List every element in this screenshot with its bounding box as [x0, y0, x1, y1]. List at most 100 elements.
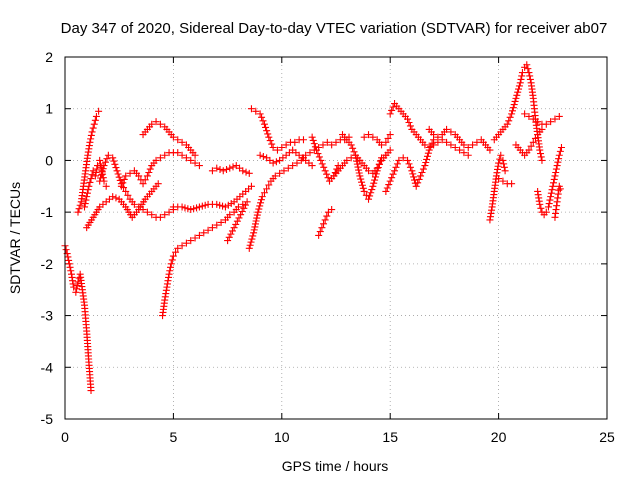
- data-point: [399, 154, 407, 162]
- data-point: [497, 151, 505, 159]
- data-point: [208, 224, 216, 232]
- data-point: [553, 162, 561, 170]
- series-sat-c: [81, 156, 110, 211]
- data-point: [557, 144, 565, 151]
- data-point: [500, 163, 508, 171]
- data-point: [187, 237, 195, 245]
- data-point: [245, 244, 253, 252]
- x-tick-label: 5: [170, 429, 178, 445]
- data-point: [89, 167, 97, 175]
- data-point: [293, 159, 301, 167]
- data-point: [382, 187, 390, 195]
- data-point: [86, 178, 94, 186]
- series-sat-h: [159, 200, 247, 320]
- data-point: [451, 144, 459, 151]
- data-point: [551, 115, 559, 123]
- data-point: [227, 200, 235, 208]
- data-point: [537, 150, 545, 158]
- data-point: [501, 167, 509, 175]
- data-point: [537, 204, 545, 212]
- data-point: [447, 128, 455, 136]
- data-point: [318, 224, 326, 232]
- data-point: [102, 182, 110, 190]
- data-point: [510, 101, 518, 109]
- data-point: [268, 140, 276, 148]
- data-point: [100, 162, 108, 170]
- data-point: [354, 163, 362, 171]
- data-point: [376, 157, 384, 165]
- data-point: [386, 131, 394, 139]
- data-point: [98, 168, 106, 176]
- data-point: [226, 211, 234, 219]
- data-point: [359, 184, 367, 192]
- data-point: [126, 169, 134, 177]
- data-point: [388, 106, 396, 114]
- data-point: [443, 138, 451, 146]
- data-point: [514, 88, 522, 96]
- data-point: [165, 270, 173, 278]
- data-point: [406, 163, 414, 171]
- y-tick-label: -1: [41, 204, 54, 220]
- data-point: [195, 162, 203, 170]
- data-point: [101, 158, 109, 166]
- data-point: [74, 278, 82, 286]
- data-point: [443, 125, 451, 133]
- data-point: [371, 173, 379, 181]
- data-point: [174, 136, 182, 144]
- data-point: [317, 156, 325, 164]
- data-point: [65, 260, 73, 268]
- data-point: [378, 141, 386, 149]
- data-point: [508, 180, 516, 188]
- data-point: [393, 160, 401, 168]
- data-point: [232, 220, 240, 228]
- data-point: [499, 156, 507, 164]
- data-point: [257, 196, 265, 204]
- data-point: [495, 175, 503, 183]
- data-point: [538, 156, 546, 164]
- data-point: [525, 146, 533, 154]
- data-point: [323, 138, 331, 146]
- data-point: [91, 172, 99, 180]
- data-point: [166, 267, 174, 275]
- data-point: [343, 156, 351, 164]
- data-point: [310, 140, 318, 148]
- data-point: [423, 155, 431, 163]
- data-point: [251, 223, 259, 231]
- data-point: [146, 165, 154, 173]
- data-point: [369, 182, 377, 190]
- data-point: [496, 155, 504, 163]
- data-point: [216, 201, 224, 209]
- data-point: [428, 139, 436, 147]
- data-point: [165, 208, 173, 216]
- data-point: [552, 165, 560, 173]
- data-point: [278, 144, 286, 151]
- data-point: [169, 252, 177, 260]
- data-point: [328, 206, 336, 214]
- data-point: [357, 175, 365, 183]
- data-point: [87, 387, 95, 395]
- y-tick-label: -2: [41, 256, 54, 272]
- data-point: [93, 165, 101, 173]
- data-point: [555, 112, 563, 120]
- data-point: [456, 146, 464, 154]
- data-point: [72, 288, 80, 296]
- y-tick-label: -5: [41, 411, 54, 427]
- data-point: [256, 202, 264, 210]
- data-point: [365, 167, 373, 175]
- data-point: [355, 169, 363, 177]
- data-point: [200, 229, 208, 237]
- data-point: [356, 172, 364, 180]
- data-point: [156, 120, 164, 128]
- data-point: [112, 164, 120, 172]
- data-point: [243, 198, 251, 206]
- data-point: [119, 179, 127, 187]
- data-point: [124, 191, 132, 199]
- data-point: [513, 91, 521, 99]
- data-point: [271, 172, 279, 180]
- data-point: [321, 167, 329, 175]
- data-point: [97, 171, 105, 179]
- data-point: [525, 112, 533, 120]
- data-point: [241, 201, 249, 209]
- data-point: [384, 134, 392, 142]
